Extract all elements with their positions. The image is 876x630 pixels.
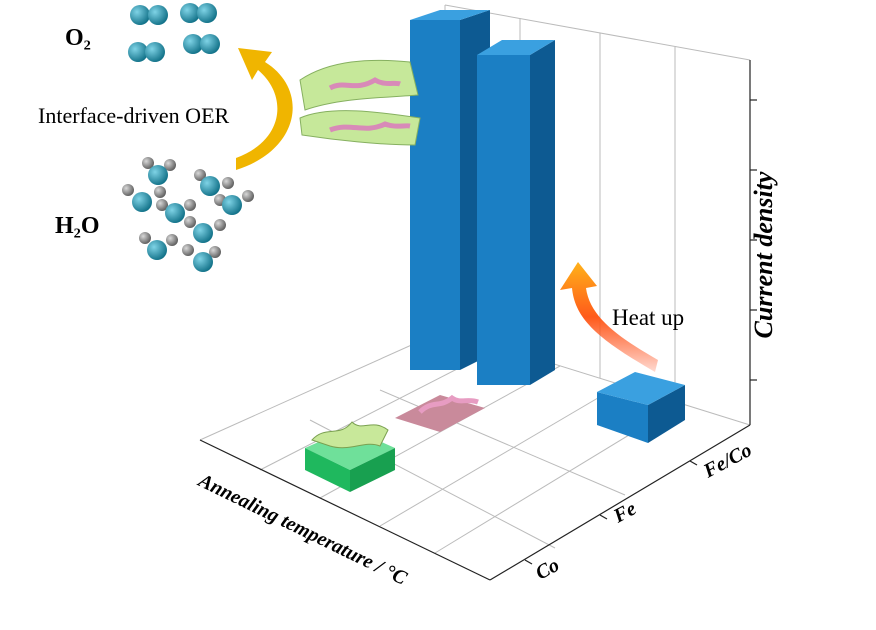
y-tick-label: Fe/Co [699, 439, 755, 483]
oer-arrow [236, 48, 293, 170]
bar-2 [477, 40, 555, 385]
sheets [299, 59, 421, 146]
heat-up-label: Heat up [612, 305, 684, 330]
o2-label: O₂ [65, 25, 91, 51]
heat-arrow [560, 262, 658, 372]
pink-sheet [395, 394, 485, 432]
y-tick-label: Co [532, 554, 563, 584]
green-block [305, 421, 395, 492]
oer-label: Interface-driven OER [38, 103, 230, 128]
z-axis-title: Current density [749, 171, 778, 338]
y-tick-label: Fe [609, 498, 640, 528]
bar-3 [597, 372, 685, 443]
axes [199, 60, 757, 581]
h2o-label: H₂O [55, 213, 100, 239]
o2-molecules [128, 3, 220, 62]
x-axis-title: Annealing temperature / °C [193, 469, 410, 590]
h2o-molecules [122, 157, 254, 272]
